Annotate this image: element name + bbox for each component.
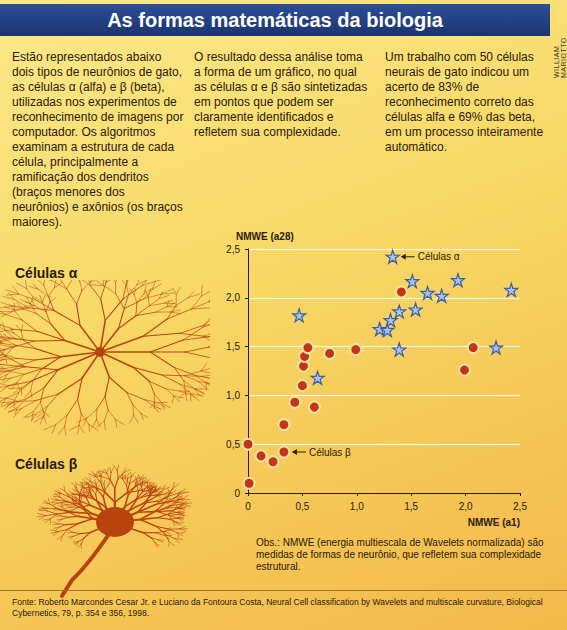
svg-text:1,5: 1,5 [226, 341, 240, 352]
svg-text:2,5: 2,5 [226, 244, 240, 255]
svg-text:Células α: Células α [418, 251, 460, 262]
html-text:Células α: Células α [15, 265, 78, 281]
svg-text:2,0: 2,0 [459, 501, 473, 512]
html-text:Obs.: NMWE (energia multiescal: Obs.: NMWE (energia multiescala de Wavel… [256, 537, 544, 572]
svg-text:0: 0 [234, 488, 240, 499]
svg-text:NMWE (a1): NMWE (a1) [468, 517, 520, 528]
svg-text:NMWE (a28): NMWE (a28) [236, 231, 294, 242]
html-text:O resultado dessa análise toma: O resultado dessa análise toma a forma d… [194, 50, 368, 139]
svg-text:2,0: 2,0 [226, 292, 240, 303]
html-text:WILLIAM MARIOTTO: WILLIAM MARIOTTO [553, 37, 567, 78]
svg-text:0,5: 0,5 [295, 501, 309, 512]
html-text:Fonte: Roberto Marcondes Cesar: Fonte: Roberto Marcondes Cesar Jr. e Luc… [12, 597, 543, 618]
svg-text:1,0: 1,0 [350, 501, 364, 512]
svg-text:1,0: 1,0 [226, 390, 240, 401]
svg-text:Células β: Células β [309, 447, 351, 458]
html-text:Células β: Células β [15, 456, 78, 472]
svg-text:1,5: 1,5 [404, 501, 418, 512]
svg-text:0,5: 0,5 [226, 439, 240, 450]
html-text:Um trabalho com 50 células neu: Um trabalho com 50 células neurais de ga… [385, 50, 544, 154]
html-text:Estão representados abaixo doi: Estão representados abaixo dois tipos de… [12, 50, 184, 229]
svg-text:2,5: 2,5 [513, 501, 527, 512]
html-text:As formas matemáticas da biolo: As formas matemáticas da biologia [107, 9, 443, 31]
svg-text:0: 0 [245, 501, 251, 512]
